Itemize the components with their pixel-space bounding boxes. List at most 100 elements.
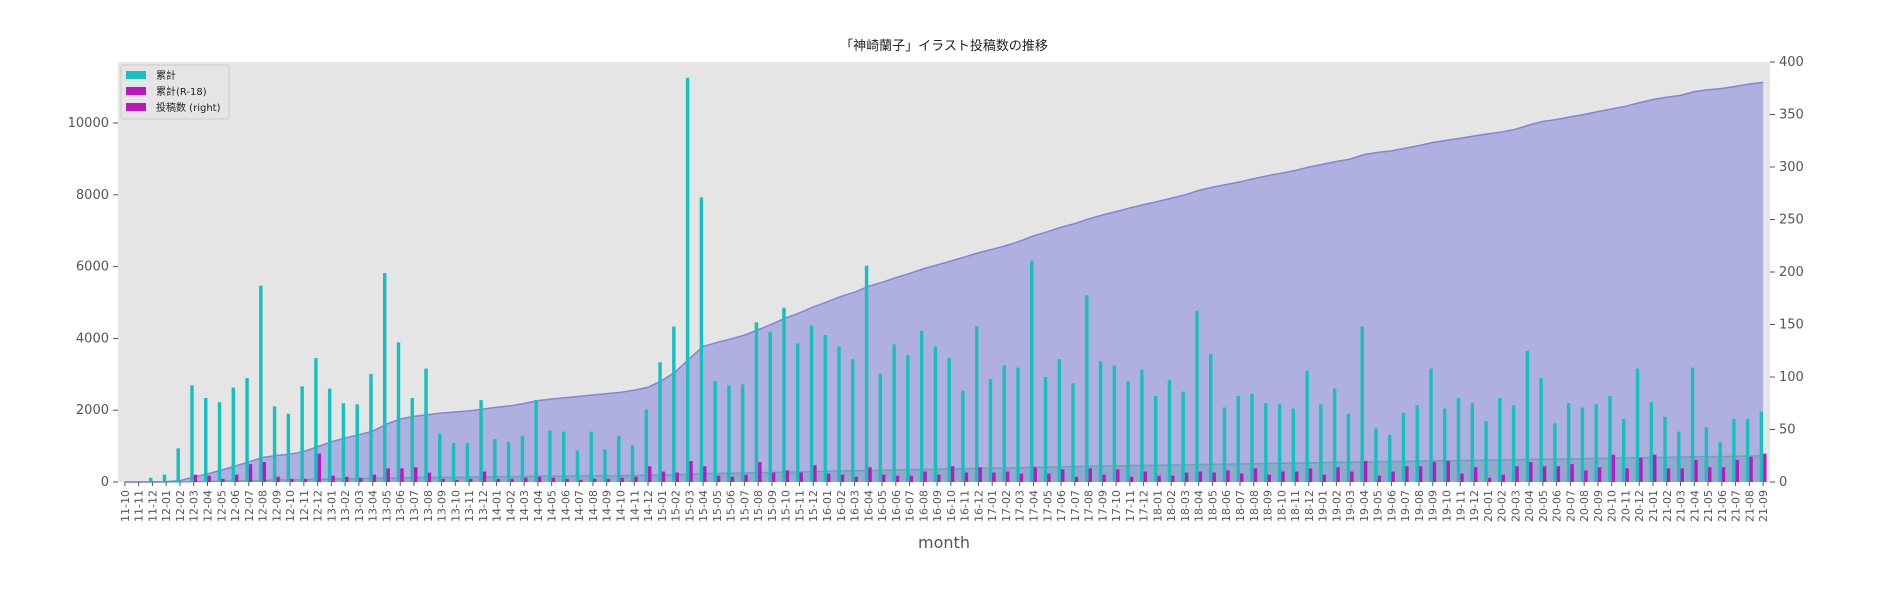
bar-0-15-01	[658, 362, 662, 482]
bar-0-14-04	[534, 400, 538, 482]
bar-1-18-01	[1157, 475, 1161, 482]
right-tick-label: 200	[1779, 265, 1804, 280]
x-tick-label: 14-11	[628, 490, 641, 522]
bar-1-19-02	[1336, 467, 1340, 482]
bar-0-17-01	[988, 379, 993, 482]
bar-0-13-03	[355, 404, 359, 482]
bar-0-12-06	[231, 387, 236, 482]
x-tick-label: 15-02	[670, 490, 683, 522]
x-tick-label: 13-01	[325, 490, 338, 522]
bar-1-17-08	[1088, 468, 1092, 482]
x-tick-label: 14-04	[532, 490, 545, 522]
bar-0-17-06	[1057, 359, 1062, 482]
bar-1-16-12	[978, 467, 982, 482]
bar-0-17-11	[1126, 381, 1130, 482]
bar-1-17-06	[1061, 469, 1065, 482]
bar-1-14-10	[620, 477, 624, 482]
bar-0-17-05	[1043, 377, 1048, 482]
x-tick-label: 18-08	[1248, 490, 1261, 522]
bar-0-14-12	[644, 409, 649, 482]
bar-0-13-06	[396, 342, 401, 482]
x-tick-label: 20-04	[1523, 490, 1536, 522]
bar-1-17-12	[1143, 471, 1148, 482]
bar-1-17-07	[1074, 476, 1079, 482]
bar-0-21-06	[1718, 442, 1722, 482]
bar-0-15-11	[796, 343, 800, 482]
bar-1-13-08	[427, 472, 432, 482]
bar-0-20-12	[1635, 368, 1640, 482]
bar-1-21-08	[1749, 456, 1753, 482]
x-tick-label: 16-05	[876, 490, 889, 522]
bar-0-19-09	[1429, 368, 1433, 482]
x-tick-label: 17-08	[1083, 490, 1096, 522]
x-tick-label: 13-12	[477, 490, 490, 522]
x-tick-label: 17-09	[1096, 490, 1109, 522]
x-tick-label: 21-06	[1716, 490, 1729, 522]
bar-1-18-12	[1308, 468, 1313, 482]
bar-1-19-10	[1446, 461, 1450, 482]
bar-1-13-09	[441, 478, 445, 482]
x-tick-label: 18-07	[1234, 490, 1247, 522]
bar-0-16-05	[878, 373, 883, 482]
x-tick-label: 12-01	[160, 490, 173, 522]
x-tick-label: 19-05	[1372, 490, 1385, 522]
bar-0-19-07	[1401, 412, 1406, 482]
x-tick-label: 17-07	[1069, 490, 1082, 522]
x-tick-label: 16-10	[945, 490, 958, 522]
bar-0-17-09	[1098, 361, 1103, 482]
bar-1-17-10	[1116, 469, 1120, 482]
bar-0-21-03	[1677, 431, 1681, 482]
x-tick-label: 20-10	[1606, 490, 1619, 522]
bar-1-13-06	[400, 468, 404, 482]
bar-0-18-07	[1236, 395, 1240, 482]
x-tick-label: 16-06	[890, 490, 903, 522]
bar-1-15-05	[716, 475, 721, 482]
bar-1-19-12	[1474, 467, 1478, 482]
bar-1-16-08	[923, 471, 927, 482]
bar-1-15-06	[730, 476, 735, 482]
bar-1-20-11	[1625, 468, 1629, 482]
bar-0-15-09	[768, 331, 772, 482]
bar-0-21-01	[1649, 402, 1653, 482]
bar-1-21-06	[1721, 467, 1726, 482]
x-tick-label: 20-07	[1564, 490, 1577, 522]
bar-0-12-09	[272, 406, 277, 482]
bar-1-16-11	[964, 472, 969, 482]
bar-0-18-06	[1222, 407, 1227, 482]
x-tick-label: 12-10	[284, 490, 297, 522]
bar-0-20-05	[1539, 378, 1543, 482]
bar-0-21-07	[1732, 419, 1736, 482]
bar-0-19-06	[1387, 434, 1392, 482]
bar-1-17-01	[992, 472, 996, 482]
bar-0-14-09	[603, 449, 607, 482]
x-tick-label: 12-11	[298, 490, 311, 522]
bar-1-15-10	[785, 470, 790, 482]
x-tick-label: 20-09	[1592, 490, 1605, 522]
bar-0-12-08	[259, 285, 263, 482]
x-tick-label: 14-06	[559, 490, 572, 522]
x-tick-label: 15-12	[807, 490, 820, 522]
bar-0-20-08	[1580, 407, 1585, 482]
bar-0-17-10	[1112, 365, 1117, 482]
x-tick-label: 20-01	[1482, 490, 1495, 522]
x-tick-label: 19-06	[1385, 490, 1398, 522]
x-tick-label: 18-02	[1165, 490, 1178, 522]
x-tick-label: 12-05	[215, 490, 228, 522]
bar-0-15-04	[699, 197, 704, 482]
bar-1-12-09	[276, 476, 280, 482]
legend: 累計 累計(R-18) 投稿数 (right)	[120, 64, 230, 120]
bar-1-16-02	[840, 474, 845, 482]
x-tick-label: 16-07	[904, 490, 917, 522]
bar-0-15-03	[685, 77, 690, 482]
right-tick-label: 150	[1779, 318, 1804, 333]
bar-0-19-08	[1415, 405, 1419, 482]
x-tick-label: 18-05	[1206, 490, 1219, 522]
bars-layer	[148, 77, 1767, 482]
x-tick-label: 19-12	[1468, 490, 1481, 522]
bar-0-14-10	[617, 435, 621, 482]
bar-1-14-12	[648, 466, 652, 482]
bar-1-18-03	[1184, 472, 1189, 482]
x-tick-label: 12-12	[312, 490, 325, 522]
x-tick-label: 14-03	[518, 490, 531, 522]
x-tick-label: 12-08	[257, 490, 270, 522]
